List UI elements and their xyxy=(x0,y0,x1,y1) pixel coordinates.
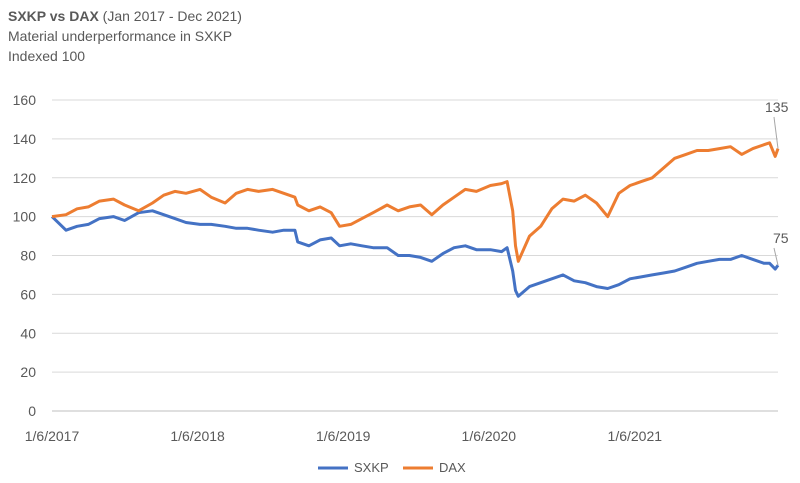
series-line-sxkp xyxy=(50,209,780,298)
legend: SXKP DAX xyxy=(318,460,466,475)
title-rest: (Jan 2017 - Dec 2021) xyxy=(98,8,242,24)
y-tick-label: 140 xyxy=(13,131,37,147)
y-tick-label: 100 xyxy=(13,209,37,225)
y-tick-label: 80 xyxy=(20,248,36,264)
y-tick-label: 0 xyxy=(28,403,36,419)
x-tick-label: 1/6/2021 xyxy=(608,428,663,444)
legend-label-sxkp: SXKP xyxy=(354,460,389,475)
end-label-leader xyxy=(773,247,779,266)
end-labels: 75 135 xyxy=(765,99,789,266)
x-tick-label: 1/6/2018 xyxy=(170,428,225,444)
x-axis: 1/6/2017 1/6/2018 1/6/2019 1/6/2020 1/6/2021 xyxy=(25,428,663,444)
y-tick-label: 60 xyxy=(20,286,36,302)
x-tick-label: 1/6/2017 xyxy=(25,428,80,444)
end-label-leader xyxy=(773,116,779,149)
series-lines xyxy=(50,141,780,298)
end-label-sxkp: 75 xyxy=(773,230,789,246)
y-tick-label: 160 xyxy=(13,92,37,108)
chart-title: SXKP vs DAX (Jan 2017 - Dec 2021) xyxy=(8,6,242,26)
y-tick-label: 120 xyxy=(13,170,37,186)
chart-titles: SXKP vs DAX (Jan 2017 - Dec 2021) Materi… xyxy=(8,6,242,66)
chart-subtitle-2: Indexed 100 xyxy=(8,48,86,64)
x-tick-label: 1/6/2019 xyxy=(316,428,371,444)
title-bold: SXKP vs DAX xyxy=(8,8,99,24)
y-tick-label: 40 xyxy=(20,325,36,341)
end-label-dax: 135 xyxy=(765,99,789,115)
y-axis: 0 20 40 60 80 100 120 140 160 xyxy=(13,92,37,419)
x-tick-label: 1/6/2020 xyxy=(462,428,517,444)
series-line-dax xyxy=(51,141,780,263)
chart-subtitle: Material underperformance in SXKP xyxy=(8,28,233,44)
y-tick-label: 20 xyxy=(20,364,36,380)
legend-label-dax: DAX xyxy=(439,460,466,475)
